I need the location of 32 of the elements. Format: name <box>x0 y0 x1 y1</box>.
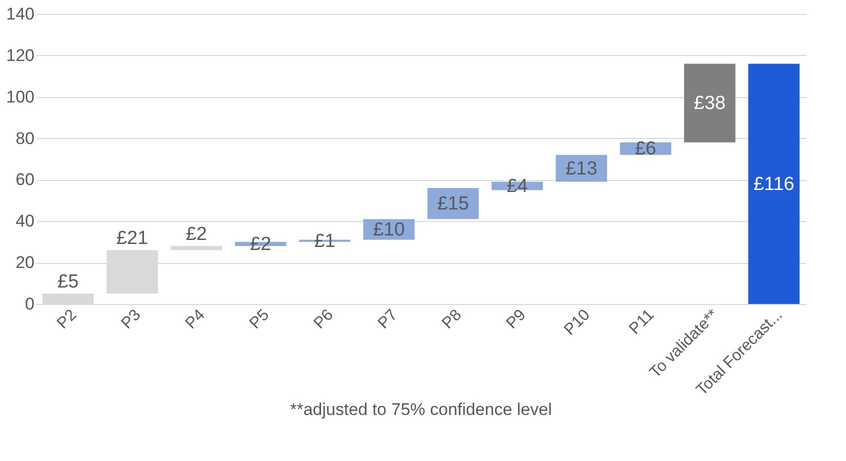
x-tick-label: P2 <box>54 306 80 332</box>
bar <box>748 64 800 304</box>
y-tick-label: 20 <box>16 253 34 272</box>
bar <box>170 246 222 250</box>
data-label: £38 <box>694 93 726 114</box>
y-tick-label: 120 <box>6 46 34 65</box>
data-label: £13 <box>566 158 598 180</box>
bar <box>684 64 736 142</box>
y-tick-label: 0 <box>25 294 34 314</box>
x-tick-label: P8 <box>439 306 466 332</box>
data-label: £116 <box>753 174 794 195</box>
y-tick-label: 140 <box>6 4 34 24</box>
y-tick-label: 100 <box>6 87 34 106</box>
bar <box>42 294 94 304</box>
x-tick-label: P9 <box>503 306 530 332</box>
data-label: £2 <box>186 224 207 245</box>
x-tick-label: P10 <box>561 306 594 339</box>
data-label: £10 <box>373 219 405 240</box>
y-tick-label: 40 <box>16 212 34 231</box>
data-label: £15 <box>437 194 469 215</box>
data-label: £5 <box>58 272 79 293</box>
x-tick-label: P3 <box>118 306 144 332</box>
y-tick-label: 80 <box>16 128 34 148</box>
data-label: £6 <box>635 138 656 160</box>
x-tick-label: P6 <box>310 306 337 332</box>
text: **adjusted to 75% confidence level <box>290 400 552 419</box>
x-tick-label: P5 <box>246 306 273 332</box>
x-tick-label: P7 <box>375 306 402 332</box>
data-label: £21 <box>116 228 148 250</box>
x-tick-label: P11 <box>626 306 658 338</box>
y-tick-label: 60 <box>16 170 34 190</box>
x-tick-label: P4 <box>182 306 209 332</box>
